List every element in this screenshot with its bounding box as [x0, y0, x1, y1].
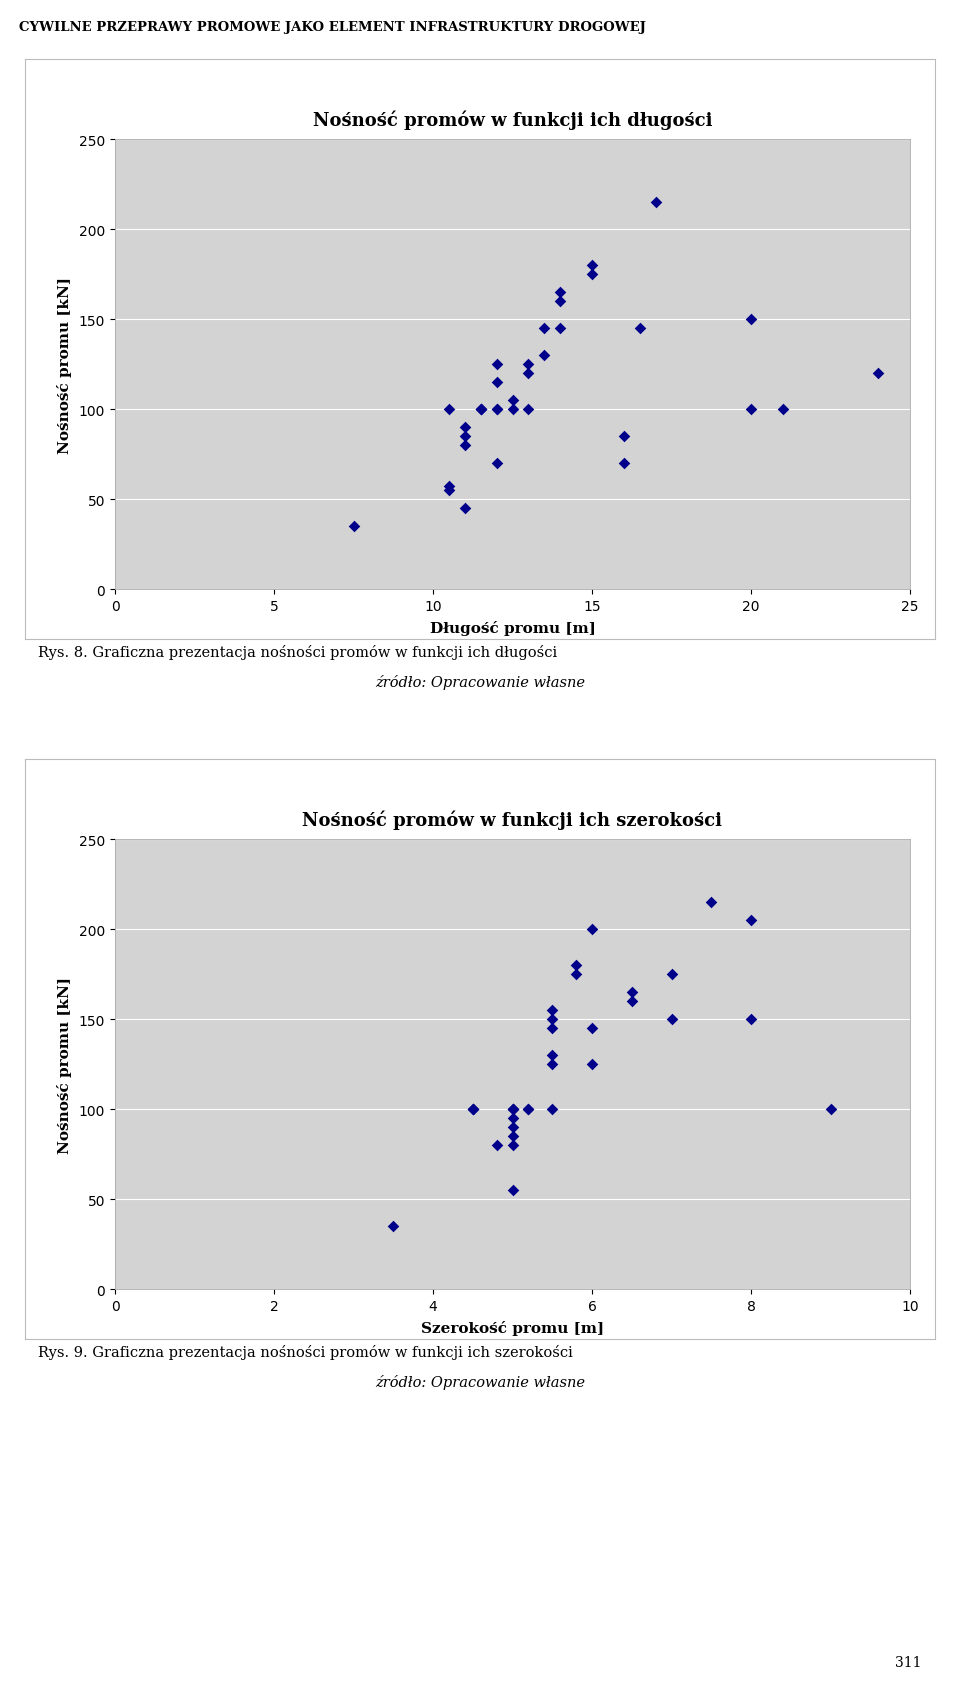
Point — [465, 1096, 480, 1123]
Point — [505, 1096, 520, 1123]
Point — [568, 961, 584, 988]
Point — [632, 316, 647, 343]
Point — [544, 1096, 560, 1123]
Point — [442, 478, 457, 505]
Point — [442, 397, 457, 424]
Point — [823, 1096, 838, 1123]
Point — [775, 397, 790, 424]
Point — [704, 888, 719, 915]
Point — [585, 1015, 600, 1042]
X-axis label: Szerokość promu [m]: Szerokość promu [m] — [420, 1319, 604, 1334]
Point — [489, 397, 504, 424]
Point — [505, 387, 520, 414]
Point — [568, 953, 584, 980]
Point — [489, 397, 504, 424]
Point — [743, 1007, 758, 1034]
Point — [520, 397, 536, 424]
Point — [544, 1042, 560, 1069]
Point — [648, 189, 663, 216]
Point — [465, 1096, 480, 1123]
Point — [473, 397, 489, 424]
Point — [465, 1096, 480, 1123]
Point — [505, 397, 520, 424]
Point — [537, 343, 552, 370]
Point — [505, 1105, 520, 1132]
Text: źródło: Opracowanie własne: źródło: Opracowanie własne — [375, 1375, 585, 1388]
Point — [624, 980, 639, 1007]
Point — [473, 397, 489, 424]
Point — [537, 316, 552, 343]
Text: 311: 311 — [895, 1655, 922, 1669]
Point — [505, 1177, 520, 1204]
Point — [663, 961, 679, 988]
Text: Rys. 9. Graficzna prezentacja nośności promów w funkcji ich szerokości: Rys. 9. Graficzna prezentacja nośności p… — [38, 1344, 573, 1360]
Point — [743, 306, 758, 333]
Title: Nośność promów w funkcji ich długości: Nośność promów w funkcji ich długości — [313, 110, 712, 130]
Point — [505, 1132, 520, 1159]
Point — [457, 414, 472, 441]
Point — [553, 316, 568, 343]
Point — [616, 451, 632, 478]
Point — [505, 1096, 520, 1123]
Title: Nośność promów w funkcji ich szerokości: Nośność promów w funkcji ich szerokości — [302, 811, 723, 829]
Y-axis label: Nośność promu [kN]: Nośność promu [kN] — [57, 277, 72, 453]
Point — [457, 432, 472, 459]
Point — [520, 360, 536, 387]
Point — [624, 988, 639, 1015]
Point — [585, 252, 600, 279]
Point — [553, 279, 568, 306]
X-axis label: Długość promu [m]: Długość promu [m] — [429, 620, 595, 635]
Point — [544, 1051, 560, 1078]
Point — [585, 915, 600, 942]
Point — [520, 1096, 536, 1123]
Point — [473, 397, 489, 424]
Point — [544, 1015, 560, 1042]
Point — [544, 1007, 560, 1034]
Point — [544, 997, 560, 1024]
Point — [442, 473, 457, 500]
Point — [743, 397, 758, 424]
Point — [489, 1132, 504, 1159]
Point — [585, 1051, 600, 1078]
Point — [520, 1096, 536, 1123]
Point — [489, 370, 504, 397]
Point — [743, 907, 758, 934]
Point — [386, 1213, 401, 1240]
Point — [457, 495, 472, 522]
Point — [871, 360, 886, 387]
Point — [585, 262, 600, 289]
Y-axis label: Nośność promu [kN]: Nośność promu [kN] — [57, 976, 72, 1154]
Point — [663, 1007, 679, 1034]
Text: źródło: Opracowanie własne: źródło: Opracowanie własne — [375, 674, 585, 689]
Point — [505, 1123, 520, 1150]
Point — [489, 351, 504, 378]
Point — [346, 513, 361, 540]
Point — [553, 289, 568, 316]
Text: CYWILNE PRZEPRAWY PROMOWE JAKO ELEMENT INFRASTRUKTURY DROGOWEJ: CYWILNE PRZEPRAWY PROMOWE JAKO ELEMENT I… — [19, 20, 646, 34]
Point — [520, 351, 536, 378]
Point — [505, 1113, 520, 1140]
Point — [616, 424, 632, 451]
Point — [505, 1096, 520, 1123]
Point — [457, 424, 472, 451]
Text: Rys. 8. Graficzna prezentacja nośności promów w funkcji ich długości: Rys. 8. Graficzna prezentacja nośności p… — [38, 645, 558, 660]
Point — [489, 451, 504, 478]
